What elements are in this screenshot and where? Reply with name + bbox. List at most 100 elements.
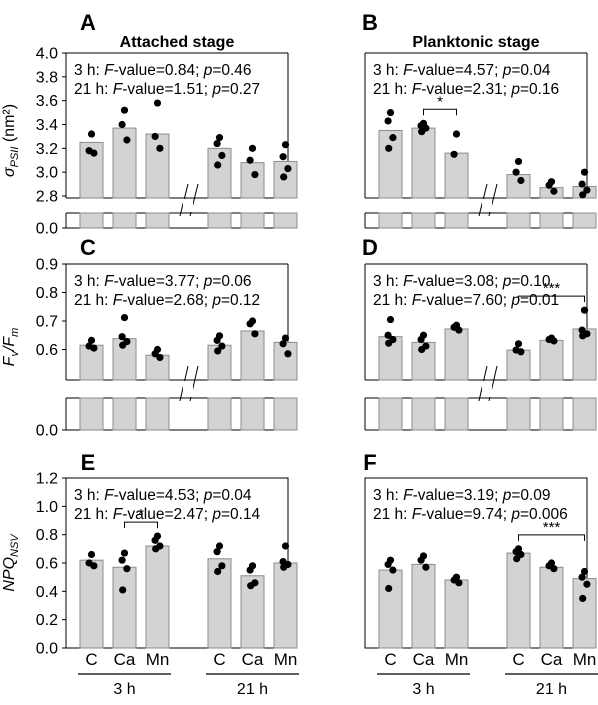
panel-D: D *** — [362, 235, 597, 431]
significance-label: * — [437, 93, 443, 110]
data-point — [580, 306, 589, 314]
bar — [506, 552, 531, 649]
bar-lower-segment — [506, 397, 531, 431]
data-point — [281, 334, 290, 342]
bar-lower-segment — [207, 397, 232, 431]
bar-group — [112, 106, 137, 229]
x-category-label: Ca — [413, 650, 435, 669]
bar-group — [240, 317, 265, 431]
significance-bracket — [518, 295, 585, 303]
bar-lower-segment — [207, 212, 232, 229]
bar — [411, 127, 436, 199]
y-tick-label: 3.4 — [36, 117, 58, 134]
panel-title: Planktonic stage — [412, 34, 539, 51]
bar-lower-segment — [145, 212, 170, 229]
bar-lower-segment — [444, 397, 469, 431]
y-tick-label: 2.8 — [36, 189, 58, 206]
bar-group — [411, 331, 436, 431]
y-tick-label: 0.6 — [36, 342, 58, 359]
bar-group — [79, 550, 104, 649]
data-point — [417, 335, 425, 344]
data-point — [580, 168, 589, 176]
data-point — [90, 149, 98, 157]
y-tick-label: 1.2 — [36, 471, 58, 488]
x-category-label: Ca — [242, 650, 264, 669]
data-point — [452, 130, 461, 138]
data-point — [384, 117, 392, 125]
data-point — [578, 180, 586, 188]
time-group-label: 3 h — [113, 681, 135, 698]
bar — [539, 339, 564, 381]
y-tick-label: 3.0 — [36, 165, 58, 182]
data-point — [120, 313, 129, 322]
bar — [79, 559, 104, 649]
bar-group — [572, 168, 597, 229]
data-point — [248, 144, 257, 152]
y-tick-label: 0.7 — [36, 314, 58, 331]
bar-group — [145, 345, 170, 431]
data-point — [512, 168, 520, 176]
bar — [572, 578, 597, 649]
data-point — [284, 350, 292, 358]
data-point — [281, 542, 290, 550]
data-point — [123, 136, 131, 144]
bar — [411, 563, 436, 649]
y-tick-label: 3.6 — [36, 93, 58, 110]
y-axis-label-text: NPQNSV — [1, 533, 21, 592]
data-point — [418, 128, 426, 136]
x-category-label: Mn — [274, 650, 298, 669]
significance-bracket — [423, 108, 457, 116]
bar-lower-segment — [378, 397, 403, 431]
data-point — [517, 176, 525, 185]
bar-group — [79, 130, 104, 229]
data-point — [514, 157, 523, 166]
data-point — [213, 139, 221, 148]
bar — [273, 562, 298, 649]
data-point — [214, 161, 222, 169]
y-axis-label-text: Fv/Fm — [1, 328, 21, 367]
bar — [506, 349, 531, 381]
axis-break-gap — [482, 199, 492, 212]
bar — [411, 341, 436, 381]
bar — [444, 579, 469, 649]
bar-group — [145, 532, 170, 649]
x-category-label: C — [213, 650, 225, 669]
panel-letter: E — [81, 450, 96, 475]
y-tick-label: 0.0 — [36, 423, 58, 440]
bar-group — [411, 552, 436, 649]
panel-letter: B — [362, 10, 378, 35]
axis-break-gap — [482, 381, 492, 397]
data-point — [119, 586, 127, 594]
data-point — [213, 336, 221, 344]
data-point — [550, 337, 558, 345]
time-group-label: 21 h — [237, 681, 268, 698]
data-point — [213, 548, 221, 556]
data-point — [215, 134, 224, 142]
significance-label: *** — [543, 280, 561, 297]
bar-group — [240, 562, 265, 649]
data-point — [389, 566, 397, 574]
data-point — [120, 106, 129, 114]
data-point — [578, 573, 586, 581]
stats-text: 3 h: F-value=3.77; p=0.06 — [74, 273, 252, 290]
bar — [273, 341, 298, 381]
panel-A: A Attached stage 2.8 3.0 3.2 3.4 3.6 3.8 4.0 0.0 σ… — [1, 10, 298, 238]
stats-text: 21 h: F-value=2.31; p=0.16 — [373, 81, 559, 98]
data-point — [385, 144, 393, 152]
bar-lower-segment — [411, 212, 436, 229]
data-point — [251, 330, 259, 338]
data-point — [119, 341, 127, 349]
data-point — [87, 550, 96, 559]
bar-group — [112, 313, 137, 431]
data-point — [284, 164, 292, 173]
stats-text: 3 h: F-value=4.53; p=0.04 — [74, 487, 252, 504]
bar — [112, 566, 137, 649]
panel-F: F *** C Ca Mn 3 h C Ca Mn 21 h — [363, 450, 598, 698]
bar-group — [411, 119, 436, 229]
bar-lower-segment — [240, 397, 265, 431]
data-point — [385, 584, 393, 593]
data-point — [550, 187, 558, 195]
x-category-label: C — [85, 650, 97, 669]
bar — [539, 566, 564, 649]
bar-lower-segment — [79, 212, 104, 229]
